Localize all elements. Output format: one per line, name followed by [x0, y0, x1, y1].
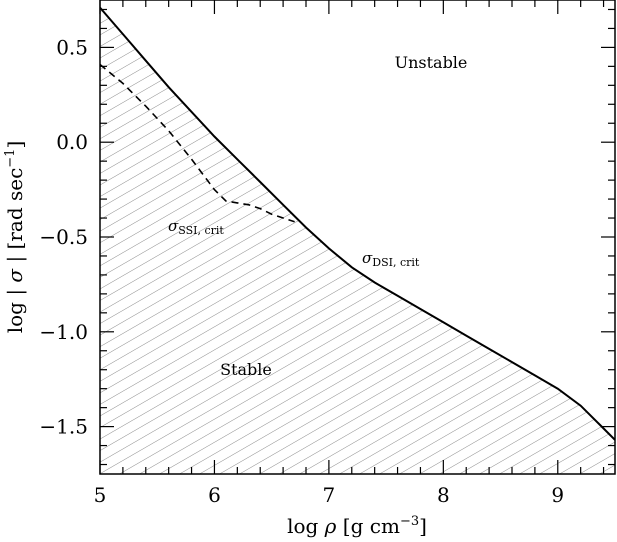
- x-tick-label: 5: [94, 483, 107, 507]
- x-axis-title: log ρ [g cm−3]: [287, 514, 427, 538]
- y-tick-label: 0.0: [56, 130, 88, 154]
- y-axis-title: log | σ | [rad sec−1]: [3, 141, 28, 334]
- y-tick-label: −1.0: [39, 320, 88, 344]
- y-tick-label: −1.5: [39, 415, 88, 439]
- x-tick-label: 8: [437, 483, 450, 507]
- ssi-critical-curve: [100, 63, 295, 223]
- y-tick-label: −0.5: [39, 225, 88, 249]
- axis-ticks: [99, 0, 615, 474]
- ssi-curve-label: σSSI, crit: [168, 217, 224, 237]
- unstable-label: Unstable: [395, 53, 468, 72]
- stable-region-hatch: [100, 7, 615, 474]
- dsi-critical-curve: [100, 6, 615, 441]
- x-tick-label: 6: [208, 483, 221, 507]
- dsi-curve-label: σDSI, crit: [362, 249, 420, 269]
- y-tick-label: 0.5: [56, 35, 88, 59]
- x-tick-labels: 5 6 7 8 9: [94, 483, 565, 507]
- x-tick-label: 7: [323, 483, 336, 507]
- y-tick-labels: 0.5 0.0 −0.5 −1.0 −1.5: [39, 35, 88, 438]
- stable-label: Stable: [220, 360, 272, 379]
- x-tick-label: 9: [551, 483, 564, 507]
